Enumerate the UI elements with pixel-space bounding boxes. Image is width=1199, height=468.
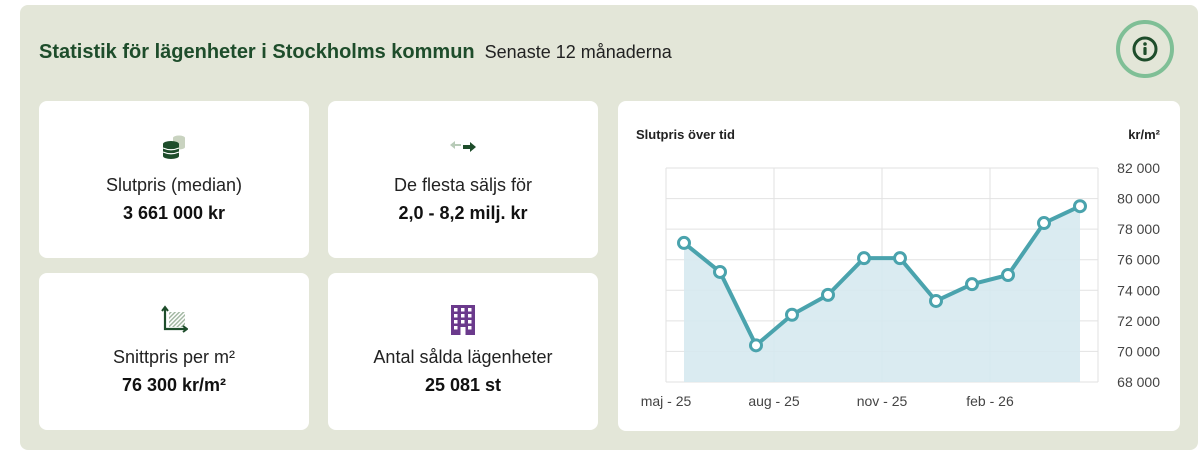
data-point [785, 307, 799, 322]
median-price-label: Slutpris (median) [105, 175, 243, 195]
statistics-panel: Statistik för lägenheter i Stockholms ko… [20, 5, 1198, 450]
data-point [1001, 268, 1015, 282]
price-range-value: 2,0 - 8,2 milj. kr [398, 203, 528, 223]
y-tick-label: 70 000 [1117, 343, 1160, 359]
page-title: Statistik för lägenheter i Stockholms ko… [39, 41, 475, 63]
data-point [749, 338, 763, 353]
price-over-time-chart-card: Slutpris över tid kr/m² 82 000 80 000 78 0… [618, 101, 1180, 431]
price-line-chart: 82 000 80 000 78 000 76 000 74 000 72 000 70 0… [641, 160, 1160, 409]
data-point [1073, 199, 1087, 214]
area-square-icon [161, 305, 188, 333]
median-price-card: Slutpris (median) 3 661 000 kr [39, 101, 309, 258]
data-point [965, 277, 979, 292]
price-range-arrows-icon [450, 141, 476, 152]
chart-unit-label: kr/m² [1128, 127, 1160, 142]
x-tick-label: maj - 25 [641, 393, 692, 409]
info-icon [1132, 36, 1158, 62]
chart-title: Slutpris över tid [636, 127, 735, 142]
header: Statistik för lägenheter i Stockholms ko… [39, 41, 672, 64]
price-per-sqm-value: 76 300 kr/m² [121, 375, 227, 395]
area-fill [684, 206, 1080, 382]
series-line [682, 204, 1081, 348]
coins-icon [162, 135, 185, 159]
y-tick-label: 76 000 [1117, 252, 1160, 268]
sold-count-label: Antal sålda lägenheter [373, 347, 553, 367]
sold-count-card: Antal sålda lägenheter 25 081 st [328, 273, 598, 430]
y-tick-label: 78 000 [1117, 221, 1160, 237]
price-per-sqm-label: Snittpris per m² [112, 347, 236, 367]
period-subtitle: Senaste 12 månaderna [484, 42, 672, 62]
data-point [713, 264, 727, 279]
price-range-label: De flesta säljs för [393, 175, 533, 195]
y-tick-label: 72 000 [1117, 313, 1160, 329]
x-tick-label: nov - 25 [857, 393, 908, 409]
price-range-card: De flesta säljs för 2,0 - 8,2 milj. kr [328, 101, 598, 258]
y-tick-label: 68 000 [1117, 374, 1160, 390]
data-point [677, 235, 691, 250]
median-price-value: 3 661 000 kr [122, 203, 226, 223]
price-per-sqm-card: Snittpris per m² 76 300 kr/m² [39, 273, 309, 430]
y-tick-label: 74 000 [1117, 282, 1160, 298]
data-point [857, 251, 871, 266]
data-point [821, 287, 835, 302]
data-point [893, 251, 907, 266]
x-tick-label: feb - 26 [966, 393, 1014, 409]
data-point [929, 293, 943, 308]
y-tick-label: 82 000 [1117, 160, 1160, 176]
data-point [1037, 216, 1051, 231]
y-tick-label: 80 000 [1117, 191, 1160, 207]
sold-count-value: 25 081 st [424, 375, 502, 395]
x-tick-label: aug - 25 [748, 393, 800, 409]
building-icon [451, 305, 475, 335]
info-button[interactable] [1116, 20, 1174, 78]
